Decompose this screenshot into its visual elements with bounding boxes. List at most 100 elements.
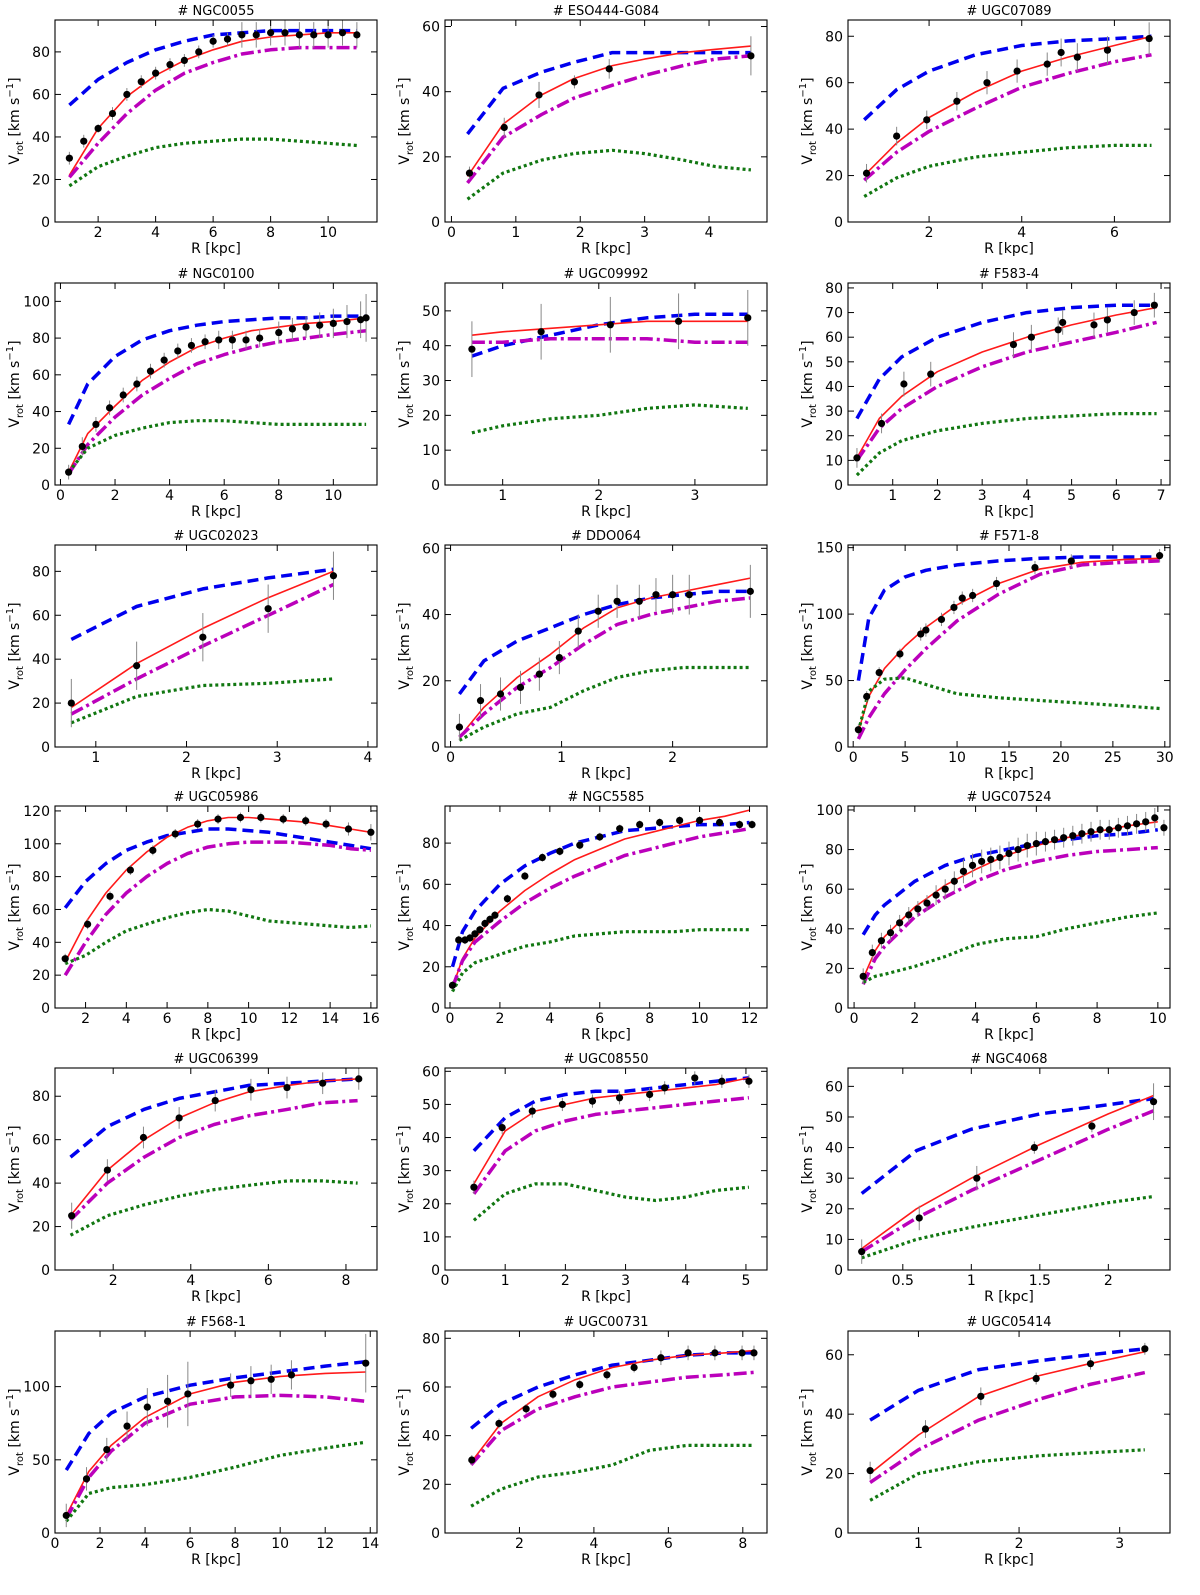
data-point [914, 905, 922, 913]
data-point [355, 1075, 363, 1083]
x-tick-label: 10 [691, 1011, 709, 1027]
panel-ugc05986: # UGC05986 2 4 6 8 10 12 14 16 0 20 40 60 80 100 120 R [… [5, 790, 380, 1043]
y-axis-label-part: ] [7, 77, 23, 82]
data-point [82, 1475, 91, 1483]
x-tick-label: 4 [971, 1011, 980, 1027]
data-point [605, 65, 613, 73]
data-point [455, 723, 464, 731]
y-axis-label: Vrot [km s−1] [5, 340, 26, 427]
series-disk-line [869, 1370, 1146, 1484]
y-tick-label: 20 [422, 674, 440, 690]
x-tick-label: 1 [914, 1536, 923, 1552]
data-point [750, 1349, 758, 1357]
x-tick-label: 4 [1017, 225, 1026, 241]
y-axis-label-part: −1 [798, 346, 809, 361]
y-axis-label-part: ] [7, 1125, 23, 1130]
y-axis-label-part: [km s [7, 361, 23, 404]
data-point [656, 818, 664, 827]
data-point [570, 78, 579, 86]
plot-area [62, 1333, 370, 1528]
panel-title: # NGC0100 [178, 267, 255, 282]
data-point [143, 1403, 151, 1411]
y-tick-label: 60 [32, 87, 50, 103]
data-point [106, 892, 114, 900]
y-axis-label-part: [km s [7, 884, 23, 927]
data-point [588, 1097, 597, 1105]
y-axis-label-part: −1 [798, 83, 809, 98]
y-tick-label: 0 [834, 215, 843, 231]
y-tick-label: 60 [825, 330, 843, 346]
data-point [496, 690, 505, 698]
panel-title: # ESO444-G084 [553, 4, 660, 19]
x-tick-label: 6 [163, 1011, 172, 1027]
data-point [1114, 824, 1122, 832]
panel-title: # UGC07524 [966, 790, 1051, 805]
series-halo-line [863, 34, 1152, 122]
data-point [68, 1212, 76, 1220]
series-total-line [861, 1094, 1154, 1250]
y-axis-label-part: V [7, 418, 23, 428]
panel-title: # F568-1 [186, 1315, 246, 1330]
y-axis-label-part: V [800, 941, 816, 951]
data-point [1141, 1345, 1149, 1353]
data-point [180, 56, 188, 64]
series-halo-line [855, 303, 1157, 420]
y-axis-label-part: ] [800, 340, 816, 345]
data-point [646, 1090, 654, 1099]
data-point [558, 1100, 566, 1109]
data-point [973, 1174, 981, 1182]
y-axis-label: Vrot [km s−1] [798, 77, 819, 164]
data-point [1009, 340, 1018, 349]
x-axis-label: R [kpc] [581, 766, 631, 782]
y-axis-label-part: ] [800, 1125, 816, 1130]
data-point [209, 37, 217, 45]
series-gas-line [68, 137, 358, 188]
data-point [238, 31, 246, 39]
data-point [923, 899, 931, 907]
data-point [242, 336, 250, 344]
y-axis-label-part: V [397, 680, 413, 690]
data-point [896, 650, 904, 658]
y-tick-label: 40 [32, 130, 50, 146]
data-point [1032, 1374, 1040, 1383]
y-tick-label: 10 [422, 1230, 440, 1246]
panel-title: # UGC05414 [966, 1315, 1051, 1330]
panel-title: # F571-8 [979, 529, 1039, 544]
x-tick-label: 0.5 [892, 1273, 914, 1289]
data-point [549, 1390, 557, 1398]
y-axis-label-part: [km s [800, 98, 816, 141]
y-axis-label-part: ] [7, 340, 23, 345]
x-tick-label: 10 [271, 1536, 289, 1552]
y-tick-label: 20 [422, 1197, 440, 1213]
y-tick-label: 40 [422, 339, 440, 355]
data-point [302, 817, 310, 825]
data-point [471, 930, 479, 938]
series-total-line [65, 1371, 366, 1516]
x-tick-label: 10 [948, 750, 966, 766]
y-axis-label-part: ] [7, 1388, 23, 1393]
data-point [996, 853, 1004, 862]
data-point [535, 91, 543, 99]
x-axis-label: R [kpc] [191, 766, 241, 782]
y-tick-label: 0 [41, 1001, 50, 1017]
y-axis-label-part: rot [808, 141, 819, 155]
series-gas-line [863, 143, 1152, 198]
data-point [468, 345, 476, 353]
series-disk-line [855, 320, 1158, 462]
data-point [362, 1359, 370, 1367]
data-point [875, 668, 883, 677]
x-tick-label: 4 [186, 1273, 195, 1289]
data-point [630, 1363, 638, 1372]
x-tick-label: 2 [925, 225, 934, 241]
data-point [616, 825, 624, 833]
data-point [900, 380, 908, 388]
y-axis-label-part: ] [397, 602, 413, 607]
data-point [528, 1107, 536, 1115]
series-disk-line [63, 840, 372, 977]
y-axis-label-part: rot [405, 1452, 416, 1466]
y-tick-label: 120 [23, 804, 50, 820]
x-tick-label: 8 [274, 488, 283, 504]
y-tick-label: 100 [23, 1380, 50, 1396]
y-axis-label-part: rot [405, 141, 416, 155]
